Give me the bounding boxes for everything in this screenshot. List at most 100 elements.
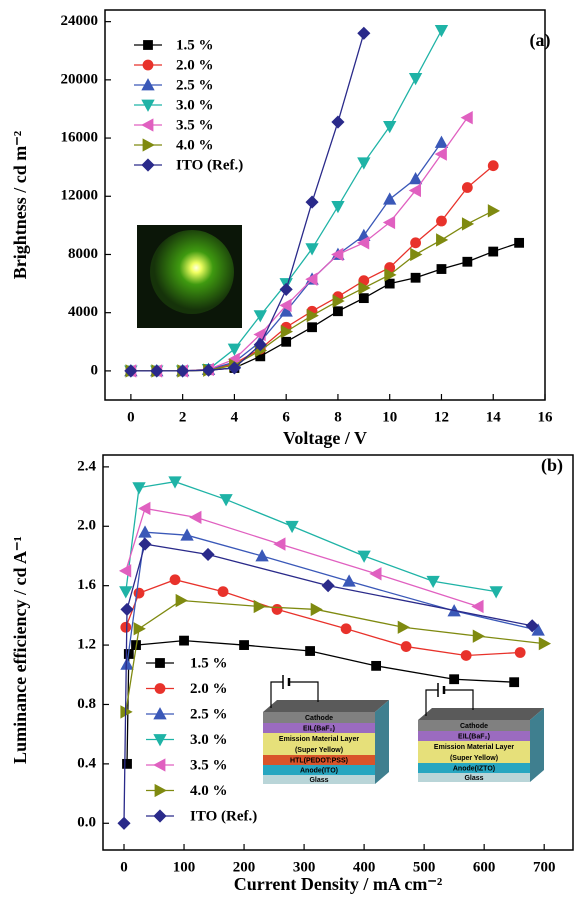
y-tick-label: 0 [91, 362, 99, 378]
marker [153, 809, 167, 823]
marker [132, 482, 146, 495]
legend-label: 2.5 % [190, 706, 228, 722]
marker [462, 256, 473, 267]
marker [436, 264, 447, 274]
plot-frame [102, 454, 574, 851]
x-tick-label: 10 [382, 409, 397, 425]
layer [418, 763, 530, 773]
marker [281, 336, 292, 347]
layer [263, 744, 375, 755]
x-axis-label: Current Density / mA cm⁻² [234, 874, 443, 894]
marker [153, 734, 167, 747]
layer-label: Glass [309, 777, 328, 784]
series-line [125, 481, 497, 593]
x-tick-label: 12 [434, 409, 449, 425]
layer [418, 720, 530, 731]
marker [471, 599, 484, 614]
marker [120, 705, 133, 719]
marker [357, 26, 371, 40]
x-tick-label: 600 [473, 859, 496, 875]
marker [133, 622, 146, 636]
layer [418, 731, 530, 741]
marker [143, 40, 153, 50]
marker [383, 121, 397, 134]
layer [263, 765, 375, 775]
marker [307, 322, 317, 333]
legend-label: ITO (Ref.) [176, 157, 243, 173]
legend-label: ITO (Ref.) [190, 808, 257, 824]
legend-label: 1.5 % [176, 37, 214, 53]
y-tick-label: 2.4 [77, 458, 96, 474]
marker [201, 547, 215, 562]
marker [436, 233, 449, 247]
marker [310, 602, 323, 617]
legend-label: 2.0 % [176, 57, 214, 73]
marker [400, 641, 412, 652]
marker [253, 310, 267, 323]
y-tick-label: 24000 [61, 13, 99, 29]
marker [279, 298, 292, 313]
series-line [130, 33, 365, 372]
legend-label: 2.0 % [190, 681, 228, 697]
marker [227, 343, 242, 356]
series-line [125, 507, 479, 608]
layer-label: Glass [464, 775, 483, 782]
circuit-wire [270, 681, 319, 708]
x-tick-label: 14 [486, 409, 502, 425]
marker [176, 364, 190, 378]
marker [120, 657, 134, 670]
layer-label: Emission Material Layer [434, 744, 514, 751]
marker [227, 361, 241, 375]
x-tick-label: 500 [413, 859, 436, 875]
x-tick-label: 100 [173, 859, 196, 875]
y-tick-label: 20000 [61, 71, 99, 87]
marker [472, 629, 485, 643]
legend-label: 1.5 % [190, 655, 228, 671]
marker [384, 278, 395, 289]
marker [531, 623, 545, 636]
legend-label: 4.0 % [176, 137, 214, 153]
panel-label: (b) [541, 455, 563, 476]
legend-label: 2.5 % [176, 77, 214, 93]
marker [138, 501, 151, 516]
x-tick-label: 16 [538, 409, 554, 425]
x-tick-label: 8 [334, 409, 342, 425]
layer [263, 723, 375, 733]
marker [436, 215, 447, 227]
marker [487, 204, 501, 218]
layer-label: Anode(IZTO) [453, 765, 495, 772]
marker [356, 236, 370, 250]
y-axis-label: Luminance efficiency / cd A⁻¹ [10, 536, 30, 764]
marker [460, 111, 473, 125]
marker [340, 623, 352, 635]
marker [514, 237, 525, 248]
marker [488, 246, 499, 257]
marker [175, 593, 188, 608]
marker [280, 324, 294, 339]
layer-label: (Super Yellow) [295, 747, 343, 754]
marker [279, 282, 293, 296]
marker [331, 247, 344, 262]
marker [150, 364, 164, 378]
marker [253, 338, 267, 352]
marker [434, 135, 449, 148]
marker [120, 602, 134, 617]
marker [408, 183, 421, 198]
marker [358, 281, 371, 295]
layer [263, 775, 375, 784]
marker [119, 586, 133, 599]
marker [239, 640, 249, 650]
marker [434, 24, 449, 38]
marker [397, 620, 410, 634]
marker [538, 636, 552, 651]
marker [154, 683, 166, 694]
marker [305, 272, 318, 286]
marker [383, 192, 397, 205]
marker [180, 528, 194, 541]
marker [449, 674, 460, 685]
marker [120, 621, 132, 633]
legend-label: 3.5 % [190, 757, 228, 773]
y-tick-label: 8000 [68, 246, 98, 262]
